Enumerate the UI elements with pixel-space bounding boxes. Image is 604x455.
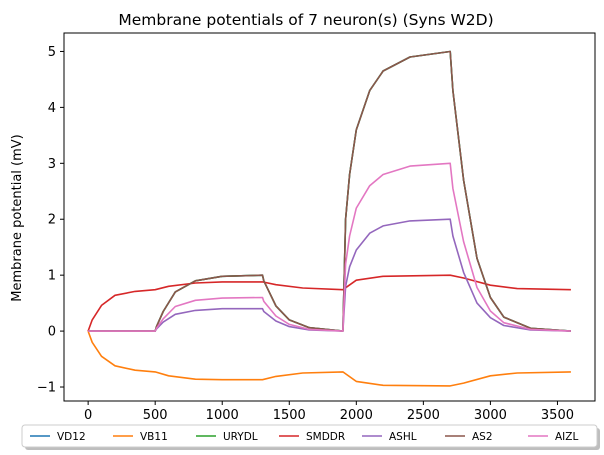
series-line-smddr <box>87 274 571 332</box>
x-tick-label: 3500 <box>541 408 574 423</box>
y-tick-label: 1 <box>48 269 56 284</box>
y-tick-label: 3 <box>48 157 56 172</box>
y-tick-label: 4 <box>48 101 56 116</box>
chart-title: Membrane potentials of 7 neuron(s) (Syns… <box>118 11 493 29</box>
x-tick-label: 2500 <box>407 408 440 423</box>
x-tick-label: 1500 <box>273 408 306 423</box>
x-tick-label: 1000 <box>206 408 239 423</box>
series-line-vb11 <box>87 330 571 387</box>
plot-frame <box>63 32 596 402</box>
legend: VD12 VB11 URYDL SMDDR ASHL AS2 AIZL <box>21 424 600 450</box>
x-tick-label: 3000 <box>474 408 507 423</box>
legend-label-vd12: VD12 <box>57 431 86 443</box>
legend-label-aizl: AIZL <box>555 431 578 443</box>
y-tick-label: 2 <box>48 213 56 228</box>
legend-label-smddr: SMDDR <box>306 431 345 443</box>
y-tick-label: 0 <box>48 325 56 340</box>
series-line-as2 <box>88 50 571 332</box>
x-axis: 0 500 1000 1500 2000 2500 3000 3500 <box>84 401 574 423</box>
series-line-ashl <box>88 218 571 332</box>
y-tick-label: −1 <box>37 381 56 396</box>
legend-label-as2: AS2 <box>472 431 493 443</box>
series-line-aizl <box>88 162 571 332</box>
y-axis: −1 0 1 2 3 4 5 <box>37 45 64 396</box>
y-tick-label: 5 <box>48 45 56 60</box>
y-axis-label: Membrane potential (mV) <box>10 134 25 301</box>
legend-label-urydl: URYDL <box>223 431 258 443</box>
legend-box <box>21 424 598 448</box>
x-tick-label: 0 <box>84 408 92 423</box>
x-tick-label: 2000 <box>340 408 373 423</box>
legend-label-ashl: ASHL <box>389 431 417 443</box>
series-layer <box>87 50 571 387</box>
legend-label-vb11: VB11 <box>140 431 168 443</box>
x-tick-label: 500 <box>143 408 168 423</box>
